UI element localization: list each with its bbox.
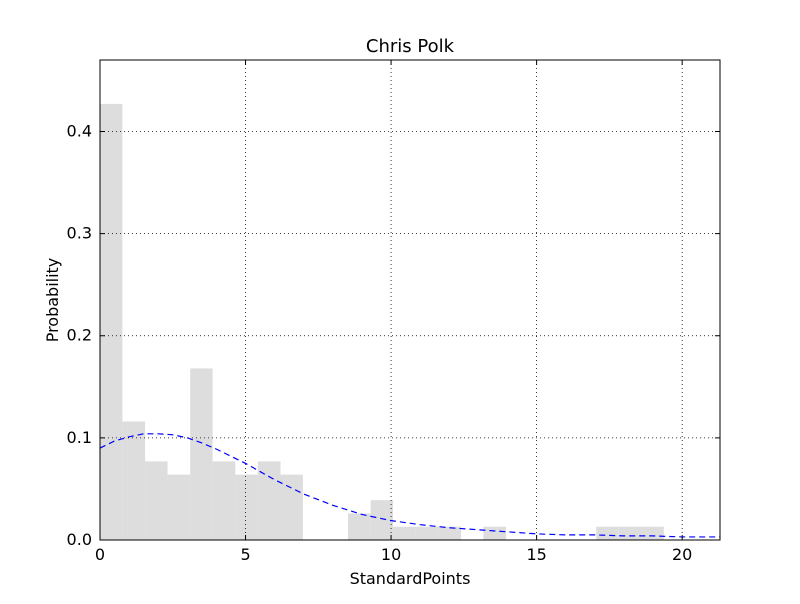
histogram-bar-3 [167, 474, 191, 540]
axis-ticks: 0 5 10 15 20 0.0 0.1 0.2 0.3 0.4 [67, 60, 720, 564]
y-tick-label: 0.2 [67, 326, 92, 345]
histogram-bar-15 [438, 526, 461, 540]
histogram-bar-11 [348, 513, 371, 540]
histogram-bar-23 [618, 526, 642, 540]
histogram-bar-13 [393, 526, 416, 540]
x-tick-label: 15 [526, 545, 546, 564]
y-axis-label: Probability [43, 258, 62, 343]
y-tick-label: 0.1 [67, 428, 92, 447]
histogram-bar-22 [596, 526, 619, 540]
x-tick-label: 10 [381, 545, 401, 564]
histogram-bar-14 [415, 526, 439, 540]
histogram-bar-24 [641, 526, 664, 540]
histogram-bars [100, 103, 664, 540]
histogram-bar-6 [235, 474, 258, 540]
y-tick-label: 0.4 [67, 121, 92, 140]
y-tick-label: 0.3 [67, 224, 92, 243]
y-tick-label: 0.0 [67, 530, 92, 549]
x-axis-label: StandardPoints [350, 569, 471, 588]
x-tick-label: 5 [240, 545, 250, 564]
histogram-bar-5 [212, 461, 236, 540]
histogram-bar-8 [280, 474, 303, 540]
histogram-bar-17 [483, 526, 507, 540]
fit-curve [99, 433, 720, 538]
plot-frame [99, 59, 721, 541]
histogram-bar-1 [122, 421, 146, 540]
histogram-bar-4 [190, 368, 213, 540]
histogram-bar-0 [100, 103, 123, 540]
x-tick-label: 0 [95, 545, 105, 564]
histogram-bar-2 [145, 461, 168, 540]
x-tick-label: 20 [672, 545, 692, 564]
histogram-bar-12 [370, 500, 394, 540]
chart-title: Chris Polk [366, 36, 455, 57]
histogram-bar-7 [257, 461, 281, 540]
grid-lines [100, 60, 720, 540]
